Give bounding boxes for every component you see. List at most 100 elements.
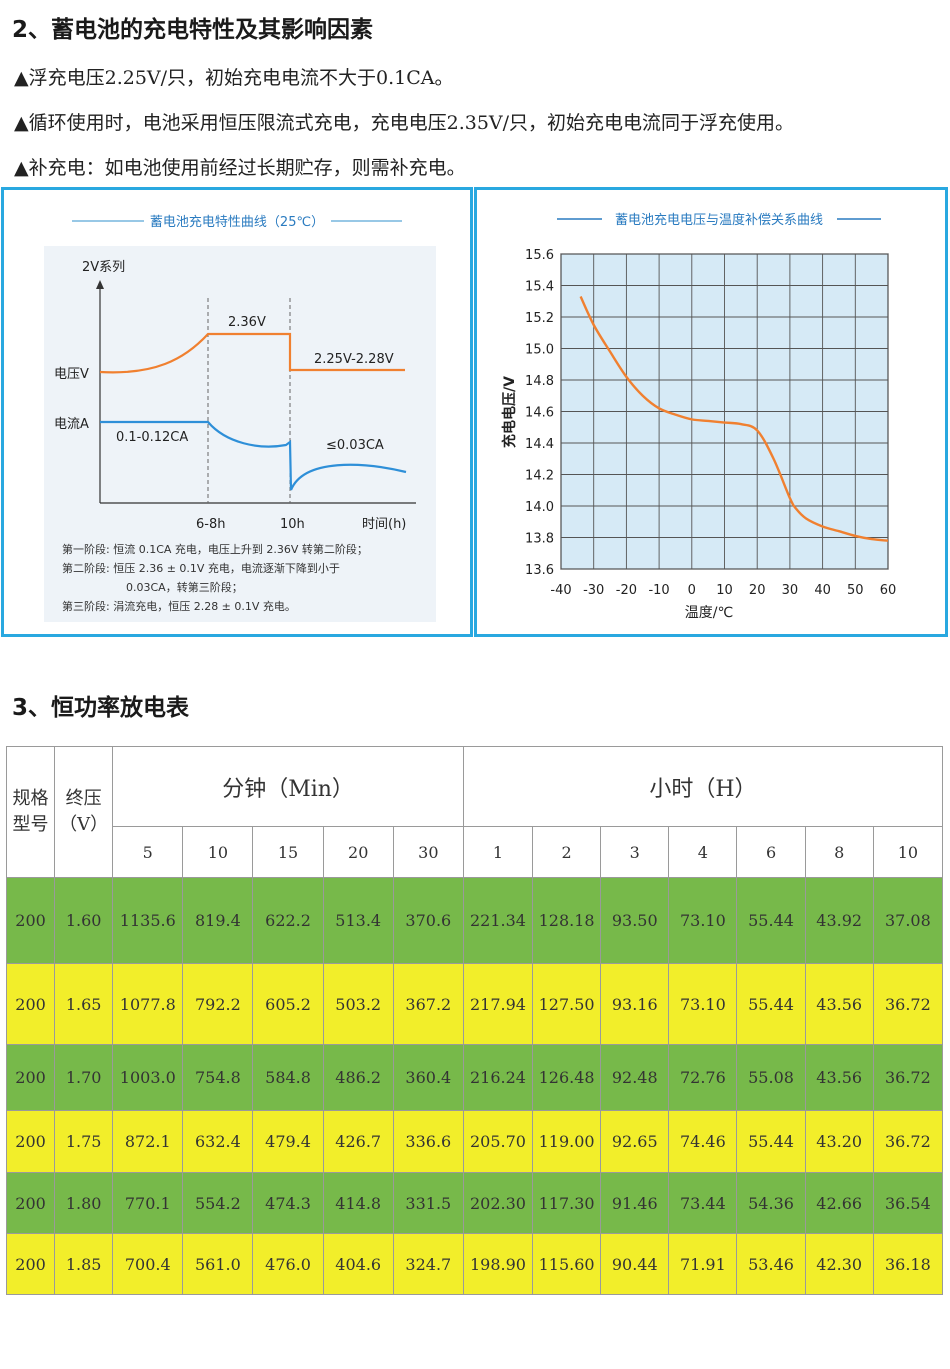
model-cell: 200: [5, 963, 56, 1045]
power-value-cell: 426.7: [322, 1110, 394, 1173]
model-cell: 200: [5, 1044, 56, 1111]
model-cell: 200: [5, 1110, 56, 1173]
y-tick-label: 13.6: [525, 563, 554, 578]
power-value-cell: 55.44: [736, 1110, 806, 1173]
power-value-cell: 216.24: [462, 1044, 534, 1111]
chart-title: 蓄电池充电电压与温度补偿关系曲线: [615, 212, 823, 228]
section-title-charging: 2、蓄电池的充电特性及其影响因素: [12, 17, 374, 43]
power-value-cell: 1135.6: [112, 877, 184, 964]
power-value-cell: 605.2: [252, 963, 324, 1045]
power-value-cell: 127.50: [532, 963, 602, 1045]
float-voltage-label: 2.25V-2.28V: [314, 352, 394, 367]
model-cell: 200: [5, 1172, 56, 1234]
power-value-cell: 43.56: [804, 963, 874, 1045]
power-value-cell: 126.48: [532, 1044, 602, 1111]
power-value-cell: 1003.0: [112, 1044, 184, 1111]
power-value-cell: 872.1: [112, 1110, 184, 1173]
x-tick-label: 30: [782, 583, 799, 598]
initial-current-label: 0.1-0.12CA: [116, 430, 188, 445]
power-value-cell: 92.48: [600, 1044, 670, 1111]
x-tick-label: -30: [583, 583, 604, 598]
power-value-cell: 370.6: [392, 877, 464, 964]
cutoff-voltage-cell: 1.65: [54, 963, 114, 1045]
section-title-discharge: 3、恒功率放电表: [12, 695, 190, 721]
constant-power-discharge-table: 规格 型号 终压 （V） 分钟（Min） 小时（H） 5 10 15 20 30 1…: [5, 746, 944, 1295]
x-tick-label: -10: [648, 583, 669, 598]
power-value-cell: 792.2: [182, 963, 254, 1045]
power-value-cell: 92.65: [600, 1110, 670, 1173]
col-hour-8: 8: [804, 826, 874, 878]
bullet-cycle-charge: ▲循环使用时，电池采用恒压限流式充电，充电电压2.35V/只，初始充电电流同于浮…: [14, 112, 795, 134]
temperature-compensation-panel: 蓄电池充电电压与温度补偿关系曲线 -40 -30 -20 -10 0 10 20 30 40 50…: [474, 187, 948, 637]
table-header-row: 规格 型号 终压 （V） 分钟（Min） 小时（H）: [5, 746, 944, 878]
voltage-curve: [99, 332, 405, 374]
power-value-cell: 336.6: [392, 1110, 464, 1173]
x-tick-label: -20: [616, 583, 637, 598]
chart-ticks: -40 -30 -20 -10 0 10 20 30 40 50 60 15.6 15.4 15.2 15.…: [525, 248, 896, 598]
power-value-cell: 119.00: [532, 1110, 602, 1173]
minutes-group-header: 分钟（Min）: [112, 746, 464, 827]
power-value-cell: 42.66: [804, 1172, 874, 1234]
time-tick-2: 10h: [280, 517, 305, 532]
y-tick-label: 14.4: [525, 437, 554, 452]
cutoff-voltage-cell: 1.60: [54, 877, 114, 964]
power-value-cell: 36.72: [872, 1044, 944, 1111]
col-min-10: 10: [182, 826, 254, 878]
stage-note-2: 第二阶段: 恒压 2.36 ± 0.1V 充电，电流逐渐下降到小于: [62, 561, 340, 575]
power-value-cell: 128.18: [532, 877, 602, 964]
current-axis-label: 电流A: [54, 417, 89, 432]
power-value-cell: 36.18: [872, 1233, 944, 1295]
figure-background: [44, 246, 436, 622]
power-value-cell: 561.0: [182, 1233, 254, 1295]
x-tick-label: 60: [880, 583, 897, 598]
power-value-cell: 55.44: [736, 963, 806, 1045]
power-value-cell: 476.0: [252, 1233, 324, 1295]
power-value-cell: 324.7: [392, 1233, 464, 1295]
power-value-cell: 819.4: [182, 877, 254, 964]
x-tick-label: 40: [814, 583, 831, 598]
x-tick-label: -40: [550, 583, 571, 598]
table-row: 200 1.65 1077.8 792.2 605.2 503.2 367.2 217.94 1…: [5, 963, 944, 1045]
power-value-cell: 474.3: [252, 1172, 324, 1234]
y-tick-label: 15.4: [525, 280, 554, 295]
power-value-cell: 71.91: [668, 1233, 738, 1295]
y-axis-arrow: [96, 280, 104, 289]
power-value-cell: 584.8: [252, 1044, 324, 1111]
power-value-cell: 554.2: [182, 1172, 254, 1234]
table-subheader-row: 5 10 15 20 30 1 2 3 4 6 8 10: [7, 826, 944, 878]
power-value-cell: 55.44: [736, 877, 806, 964]
col-hour-2: 2: [532, 826, 602, 878]
final-current-label: ≤0.03CA: [326, 438, 384, 453]
y-axis-title: 充电电压/V: [501, 376, 518, 448]
power-value-cell: 74.46: [668, 1110, 738, 1173]
x-tick-label: 50: [847, 583, 864, 598]
col-hour-10: 10: [872, 826, 944, 878]
stage-note-2-cont: 0.03CA，转第三阶段；: [126, 580, 243, 594]
table-row: 200 1.60 1135.6 819.4 622.2 513.4 370.6 221.34 1…: [5, 877, 944, 964]
power-value-cell: 93.16: [600, 963, 670, 1045]
power-value-cell: 37.08: [872, 877, 944, 964]
col-hour-3: 3: [600, 826, 670, 878]
bullet-float-charge: ▲浮充电压2.25V/只，初始充电电流不大于0.1CA。: [14, 67, 454, 89]
cutoff-voltage-cell: 1.80: [54, 1172, 114, 1234]
power-value-cell: 198.90: [462, 1233, 534, 1295]
y-tick-label: 15.6: [525, 248, 554, 263]
table-row: 200 1.70 1003.0 754.8 584.8 486.2 360.4 216.24 1…: [5, 1044, 944, 1111]
y-tick-label: 14.0: [525, 500, 554, 515]
power-value-cell: 205.70: [462, 1110, 534, 1173]
hours-group-header: 小时（H）: [462, 746, 944, 827]
power-value-cell: 632.4: [182, 1110, 254, 1173]
power-value-cell: 54.36: [736, 1172, 806, 1234]
charge-characteristic-figure: 蓄电池充电特性曲线（25℃） 2V系列 电压V 电流A 2.36V 2.25V-…: [44, 214, 436, 622]
charge-characteristic-panel: 蓄电池充电特性曲线（25℃） 2V系列 电压V 电流A 2.36V 2.25V-…: [1, 187, 473, 637]
col-min-20: 20: [322, 826, 394, 878]
x-axis-title: 温度/℃: [685, 605, 733, 621]
power-value-cell: 221.34: [462, 877, 534, 964]
table-row: 200 1.80 770.1 554.2 474.3 414.8 331.5 202.30 11…: [5, 1172, 944, 1234]
bullet-supplement-charge: ▲补充电：如电池使用前经过长期贮存，则需补充电。: [14, 157, 466, 179]
table-row: 200 1.75 872.1 632.4 479.4 426.7 336.6 205.70 11…: [5, 1110, 944, 1173]
power-value-cell: 36.72: [872, 963, 944, 1045]
cutoff-voltage-cell: 1.85: [54, 1233, 114, 1295]
col-hour-1: 1: [462, 826, 534, 878]
model-cell: 200: [5, 1233, 56, 1295]
